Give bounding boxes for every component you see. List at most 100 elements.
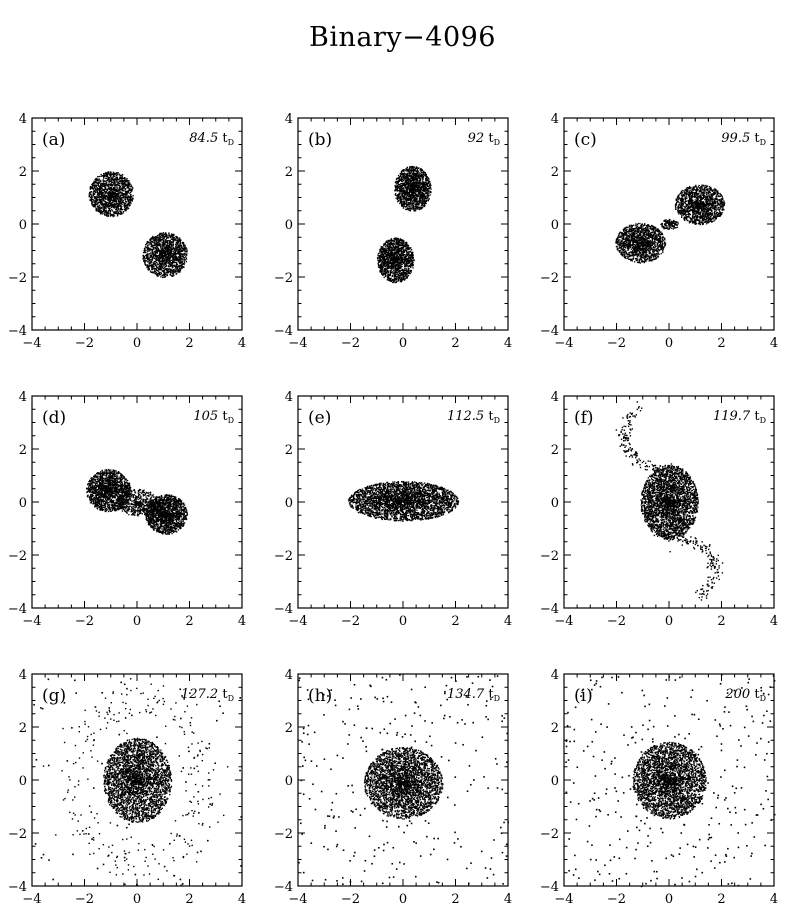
- data-point: [172, 257, 174, 259]
- data-point: [427, 200, 429, 202]
- data-point: [403, 207, 405, 209]
- data-point: [184, 248, 187, 250]
- data-point: [171, 262, 173, 264]
- data-point: [101, 200, 103, 202]
- data-point: [93, 182, 95, 184]
- data-point: [395, 188, 397, 190]
- data-point: [127, 182, 130, 184]
- data-point: [105, 205, 107, 207]
- data-point: [166, 251, 169, 254]
- data-point: [106, 213, 109, 215]
- data-point: [413, 179, 415, 182]
- data-point: [411, 176, 413, 179]
- data-point: [158, 234, 160, 236]
- data-point: [157, 263, 159, 265]
- data-point: [406, 208, 408, 210]
- data-point: [115, 213, 118, 215]
- data-point: [405, 187, 407, 190]
- data-point: [429, 184, 431, 186]
- data-point: [96, 184, 98, 186]
- data-point: [412, 165, 414, 168]
- data-point: [158, 257, 161, 259]
- data-point: [182, 255, 184, 257]
- data-point: [408, 170, 410, 172]
- data-point: [405, 176, 407, 178]
- data-point: [411, 185, 413, 188]
- data-point: [126, 204, 128, 206]
- data-point: [147, 257, 150, 260]
- data-point: [108, 179, 110, 181]
- data-point: [145, 244, 147, 246]
- data-point: [158, 266, 160, 268]
- data-point: [120, 211, 122, 214]
- data-point: [94, 178, 96, 181]
- data-point: [380, 272, 383, 275]
- data-point: [114, 211, 117, 213]
- y-tick-label: 0: [285, 218, 293, 233]
- data-point: [413, 198, 415, 200]
- data-point: [412, 177, 414, 179]
- data-point: [98, 210, 100, 213]
- data-point: [123, 187, 125, 190]
- data-point: [163, 270, 165, 272]
- data-point: [426, 184, 428, 186]
- data-point: [160, 276, 162, 278]
- data-point: [178, 264, 180, 267]
- data-point: [113, 213, 115, 215]
- data-point: [122, 200, 124, 202]
- data-point: [104, 214, 106, 216]
- data-point: [423, 185, 425, 187]
- data-point: [153, 262, 155, 265]
- data-point: [160, 254, 162, 256]
- data-point: [416, 168, 418, 170]
- data-point: [115, 189, 117, 191]
- data-point: [408, 183, 410, 186]
- data-point: [416, 190, 419, 192]
- data-point: [410, 172, 412, 175]
- data-point: [417, 182, 419, 184]
- data-point: [155, 266, 158, 268]
- data-point: [98, 211, 101, 213]
- data-point: [398, 186, 401, 188]
- data-point: [399, 202, 401, 205]
- data-point: [407, 175, 409, 178]
- data-point: [97, 184, 99, 186]
- data-point: [103, 185, 105, 187]
- data-point: [399, 178, 401, 181]
- data-point: [90, 192, 92, 194]
- data-point: [100, 196, 102, 199]
- data-point: [102, 176, 105, 178]
- data-point: [417, 201, 419, 203]
- data-point: [402, 201, 404, 203]
- data-point: [399, 189, 401, 191]
- data-point: [153, 261, 156, 263]
- data-point: [395, 197, 397, 199]
- data-point: [103, 184, 105, 186]
- data-point: [148, 244, 150, 246]
- data-point: [416, 179, 419, 182]
- data-point: [396, 197, 398, 199]
- data-point: [180, 250, 182, 253]
- data-point: [120, 206, 122, 208]
- data-point: [127, 190, 130, 192]
- data-point: [122, 181, 124, 183]
- data-point: [117, 191, 119, 193]
- data-point: [88, 195, 91, 197]
- data-point: [152, 265, 155, 267]
- data-point: [161, 266, 164, 268]
- data-point: [182, 258, 184, 260]
- data-point: [112, 193, 114, 196]
- data-point: [171, 269, 173, 272]
- data-point: [404, 182, 406, 184]
- data-point: [119, 173, 121, 175]
- data-point: [106, 205, 108, 207]
- data-point: [107, 212, 109, 214]
- data-point: [408, 167, 410, 170]
- data-point: [415, 173, 417, 176]
- data-point: [400, 272, 402, 275]
- data-point: [399, 242, 401, 244]
- data-point: [110, 189, 112, 191]
- data-point: [419, 179, 421, 181]
- data-point: [158, 244, 160, 247]
- data-point: [164, 263, 166, 265]
